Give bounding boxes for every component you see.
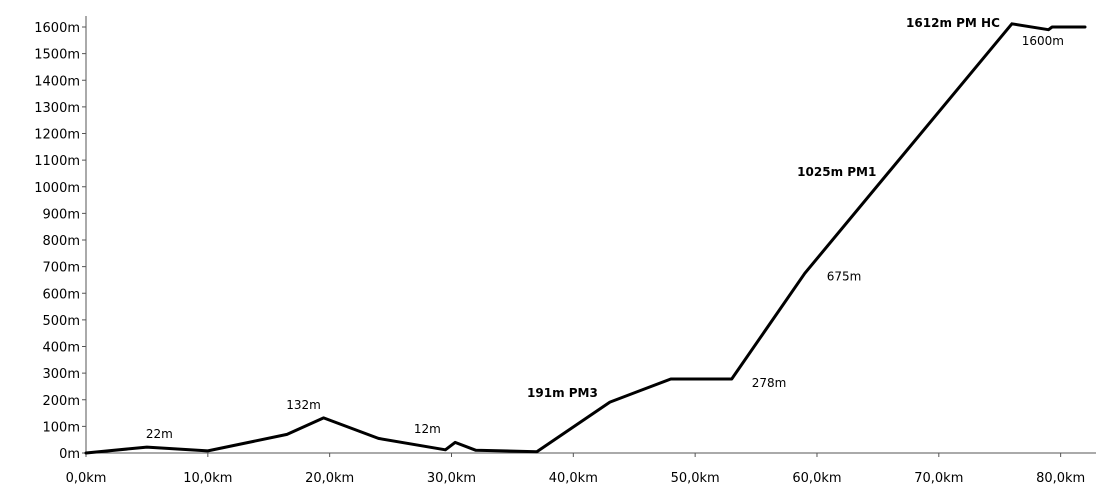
y-tick-label: 1300m xyxy=(34,101,80,116)
x-tick-label: 30,0km xyxy=(427,471,476,486)
annotations: 22m 132m 12m 191m PM3 278m 675m 1025m PM1 1612m… xyxy=(146,16,1064,441)
x-tick-label: 70,0km xyxy=(914,471,963,486)
y-tick-label: 500m xyxy=(43,314,80,329)
y-tick-label: 100m xyxy=(43,420,80,435)
y-tick-label: 1100m xyxy=(34,154,80,169)
elevation-series-line xyxy=(84,22,1087,455)
tick-labels: 0m 100m 200m 300m 400m 500m 600m 700m 800m 900m 10… xyxy=(34,21,1085,486)
x-tick-label: 80,0km xyxy=(1036,471,1085,486)
data-label: 1025m PM1 xyxy=(797,165,876,179)
data-label: 1612m PM HC xyxy=(906,16,1000,30)
y-tick-label: 1000m xyxy=(34,181,80,196)
data-label: 1600m xyxy=(1022,34,1064,48)
y-tick-label: 300m xyxy=(43,367,80,382)
x-tick-label: 20,0km xyxy=(305,471,354,486)
y-tick-label: 900m xyxy=(43,207,80,222)
y-tick-label: 0m xyxy=(59,447,80,462)
data-label: 12m xyxy=(414,422,441,436)
x-tick-label: 50,0km xyxy=(671,471,720,486)
y-tick-label: 200m xyxy=(43,394,80,409)
data-label: 132m xyxy=(286,398,321,412)
x-tick-label: 10,0km xyxy=(183,471,232,486)
x-tick-label: 60,0km xyxy=(792,471,841,486)
data-label: 191m PM3 xyxy=(527,386,598,400)
axes xyxy=(82,16,1096,457)
y-tick-label: 1500m xyxy=(34,48,80,63)
y-tick-label: 700m xyxy=(43,261,80,276)
data-label: 278m xyxy=(752,376,787,390)
data-label: 22m xyxy=(146,427,173,441)
y-tick-label: 400m xyxy=(43,341,80,356)
x-tick-label: 0,0km xyxy=(66,471,107,486)
x-tick-label: 40,0km xyxy=(549,471,598,486)
y-tick-label: 1200m xyxy=(34,128,80,143)
y-tick-label: 600m xyxy=(43,287,80,302)
y-tick-label: 800m xyxy=(43,234,80,249)
y-tick-label: 1400m xyxy=(34,74,80,89)
series xyxy=(84,22,1087,455)
y-tick-label: 1600m xyxy=(34,21,80,36)
data-label: 675m xyxy=(827,269,862,283)
